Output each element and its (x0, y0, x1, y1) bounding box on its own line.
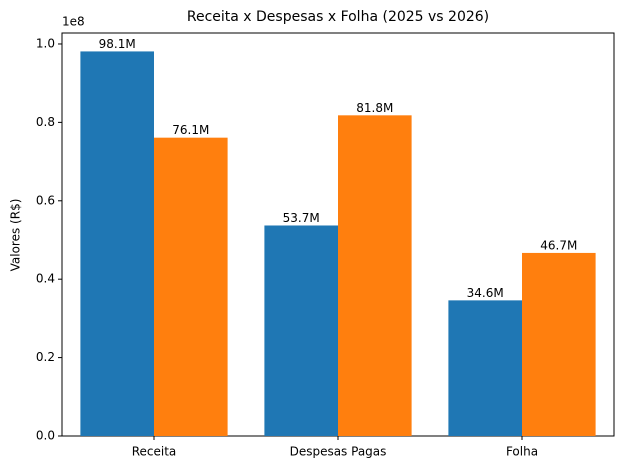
x-tick-label: Despesas Pagas (290, 445, 387, 459)
y-tick-label: 0.4 (36, 272, 55, 286)
bar (338, 115, 412, 437)
y-tick-label: 0.6 (36, 193, 55, 207)
x-tick-label: Folha (506, 445, 538, 459)
y-tick-label: 0.2 (36, 350, 55, 364)
value-label: 81.8M (356, 101, 393, 115)
y-tick-label: 0.8 (36, 115, 55, 129)
y-tick-label: 0.0 (36, 429, 55, 443)
y-offset-label: 1e8 (62, 15, 85, 29)
bar (522, 252, 596, 436)
value-label: 53.7M (283, 211, 320, 225)
value-label: 46.7M (540, 238, 577, 252)
value-label: 76.1M (172, 123, 209, 137)
y-axis-label: Valores (R$) (9, 199, 23, 272)
bar (154, 137, 228, 436)
chart-title: Receita x Despesas x Folha (2025 vs 2026… (187, 9, 489, 25)
value-label: 34.6M (467, 286, 504, 300)
x-tick-label: Receita (132, 445, 177, 459)
bar (264, 225, 338, 436)
value-label: 98.1M (99, 37, 136, 51)
bar (448, 300, 522, 436)
bar (80, 51, 154, 436)
y-tick-label: 1.0 (36, 36, 55, 50)
